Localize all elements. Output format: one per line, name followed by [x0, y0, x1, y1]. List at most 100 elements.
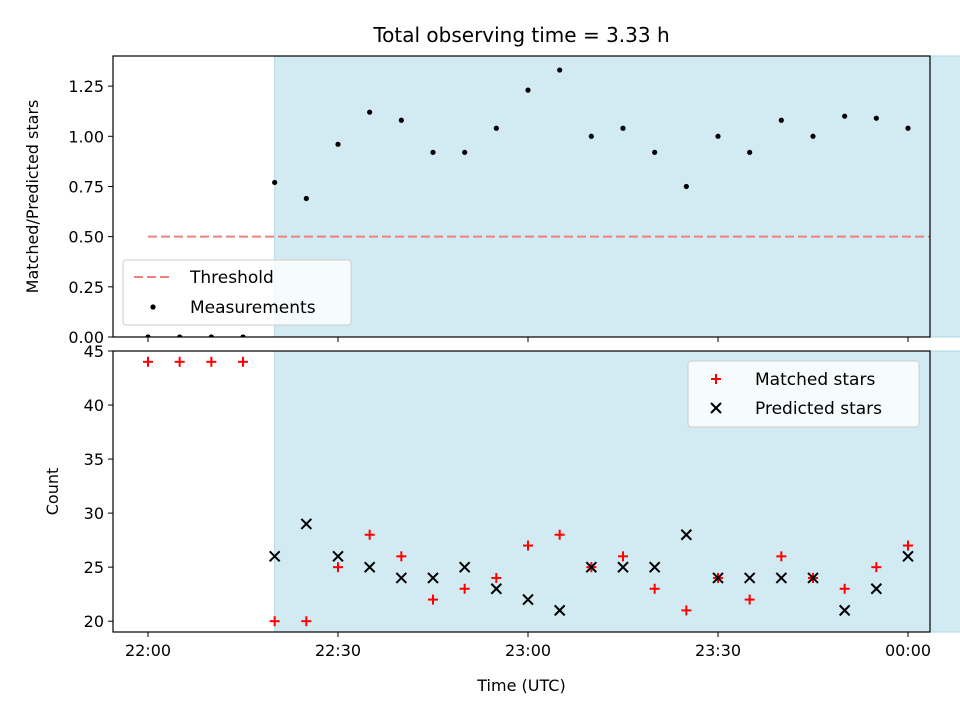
measurement-point — [462, 149, 468, 155]
x-tick-label: 22:00 — [125, 641, 171, 660]
predicted-star-point — [870, 583, 883, 595]
y-tick-label: 1.25 — [68, 77, 104, 96]
matched-star-point — [903, 540, 913, 551]
x-b — [680, 529, 693, 541]
x-b — [775, 572, 788, 584]
x-b — [870, 583, 883, 595]
y-tick-label: 0.00 — [68, 328, 104, 347]
axes-frame — [112, 350, 931, 633]
matched-star-point — [871, 562, 882, 573]
legend-predicted-swatch — [710, 402, 722, 414]
legend: Matched stars Predicted stars — [687, 360, 920, 428]
measurement-point — [778, 117, 784, 123]
matched-star-point — [301, 616, 312, 627]
measurement-point — [905, 125, 911, 131]
y-tick-label: 20 — [84, 612, 104, 631]
measurement-point — [335, 141, 341, 147]
y-tick-label: 45 — [84, 342, 104, 361]
x-b — [300, 518, 313, 530]
x-b — [617, 561, 629, 573]
legend-measurements-swatch — [150, 304, 156, 310]
x-b — [712, 572, 724, 584]
matched-star-point — [459, 583, 470, 594]
predicted-star-point — [458, 561, 471, 573]
predicted-star-point — [807, 572, 819, 584]
matched-star-point — [649, 583, 660, 594]
predicted-star-point — [617, 561, 629, 573]
measurement-point — [525, 87, 531, 93]
x-tick-label: 22:30 — [315, 641, 361, 660]
predicted-star-point — [775, 572, 788, 584]
legend-matched-swatch — [711, 374, 721, 384]
matched-star-point — [491, 572, 502, 583]
measurement-point — [240, 334, 246, 337]
measurement-point — [683, 183, 689, 190]
predicted-star-point — [648, 561, 661, 573]
matched-star-point — [428, 594, 438, 605]
y-tick-label: 0.25 — [68, 278, 104, 297]
legend-box — [687, 360, 920, 428]
x-b — [490, 583, 503, 595]
series-measurements — [145, 67, 911, 337]
predicted-star-point — [300, 518, 313, 530]
matched-star-point — [554, 529, 565, 540]
legend-box — [122, 259, 352, 326]
predicted-star-point — [395, 572, 408, 584]
predicted-star-point — [680, 529, 693, 541]
measurement-point — [208, 334, 214, 337]
y-tick-label: 0.75 — [68, 177, 104, 196]
plot-area — [143, 356, 914, 627]
predicted-star-point — [332, 550, 344, 563]
measurement-point — [303, 195, 309, 202]
matched-star-point — [143, 356, 153, 367]
measurement-point — [652, 149, 658, 155]
measurement-point — [810, 133, 816, 139]
matched-star-point — [523, 540, 533, 551]
measurement-point — [715, 133, 721, 139]
legend-matched-label: Matched stars — [755, 370, 875, 390]
series-matched-stars — [143, 356, 913, 627]
y-tick-label: 35 — [84, 450, 104, 469]
predicted-star-point — [585, 561, 598, 573]
matched-star-point — [206, 356, 217, 367]
x-b — [710, 402, 722, 414]
chart-title: Total observing time = 3.33 h — [372, 23, 669, 47]
predicted-star-point — [268, 550, 281, 563]
x-b — [427, 572, 439, 584]
matched-star-point — [744, 594, 755, 605]
measurement-point — [367, 109, 373, 115]
x-b — [363, 561, 376, 573]
bottom-panel: 20253035404522:0022:3023:0023:3000:0000:… — [43, 342, 960, 695]
legend-predicted-label: Predicted stars — [755, 399, 882, 419]
x-tick-label: 23:00 — [505, 641, 551, 660]
measurement-point — [145, 334, 151, 337]
measurement-point — [430, 149, 436, 155]
x-b — [648, 561, 661, 573]
y-tick-label: 1.00 — [68, 127, 104, 146]
matched-star-point — [396, 551, 407, 562]
measurement-point — [873, 115, 879, 121]
predicted-star-point — [427, 572, 439, 584]
x-b — [395, 572, 408, 584]
matched-star-point — [333, 562, 343, 573]
matched-star-point — [238, 356, 248, 367]
matched-star-point — [839, 583, 850, 594]
predicted-star-point — [838, 604, 851, 617]
matched-star-point — [776, 551, 787, 562]
matched-star-point — [269, 616, 280, 627]
y-tick-label: 0.50 — [68, 228, 104, 247]
measurement-point — [272, 179, 278, 186]
predicted-star-point — [743, 572, 756, 584]
matched-star-point — [681, 605, 692, 616]
plot-area — [145, 67, 930, 337]
x-b — [743, 572, 756, 584]
y-tick-label: 40 — [84, 396, 104, 415]
y-tick-label: 30 — [84, 504, 104, 523]
measurement-point — [588, 133, 594, 139]
predicted-star-point — [522, 593, 534, 606]
matched-star-point — [618, 551, 628, 562]
y-tick-label: 25 — [84, 558, 104, 577]
measurement-point — [493, 125, 499, 131]
predicted-star-point — [712, 572, 724, 584]
x-tick-label: 00:00 — [885, 641, 931, 660]
